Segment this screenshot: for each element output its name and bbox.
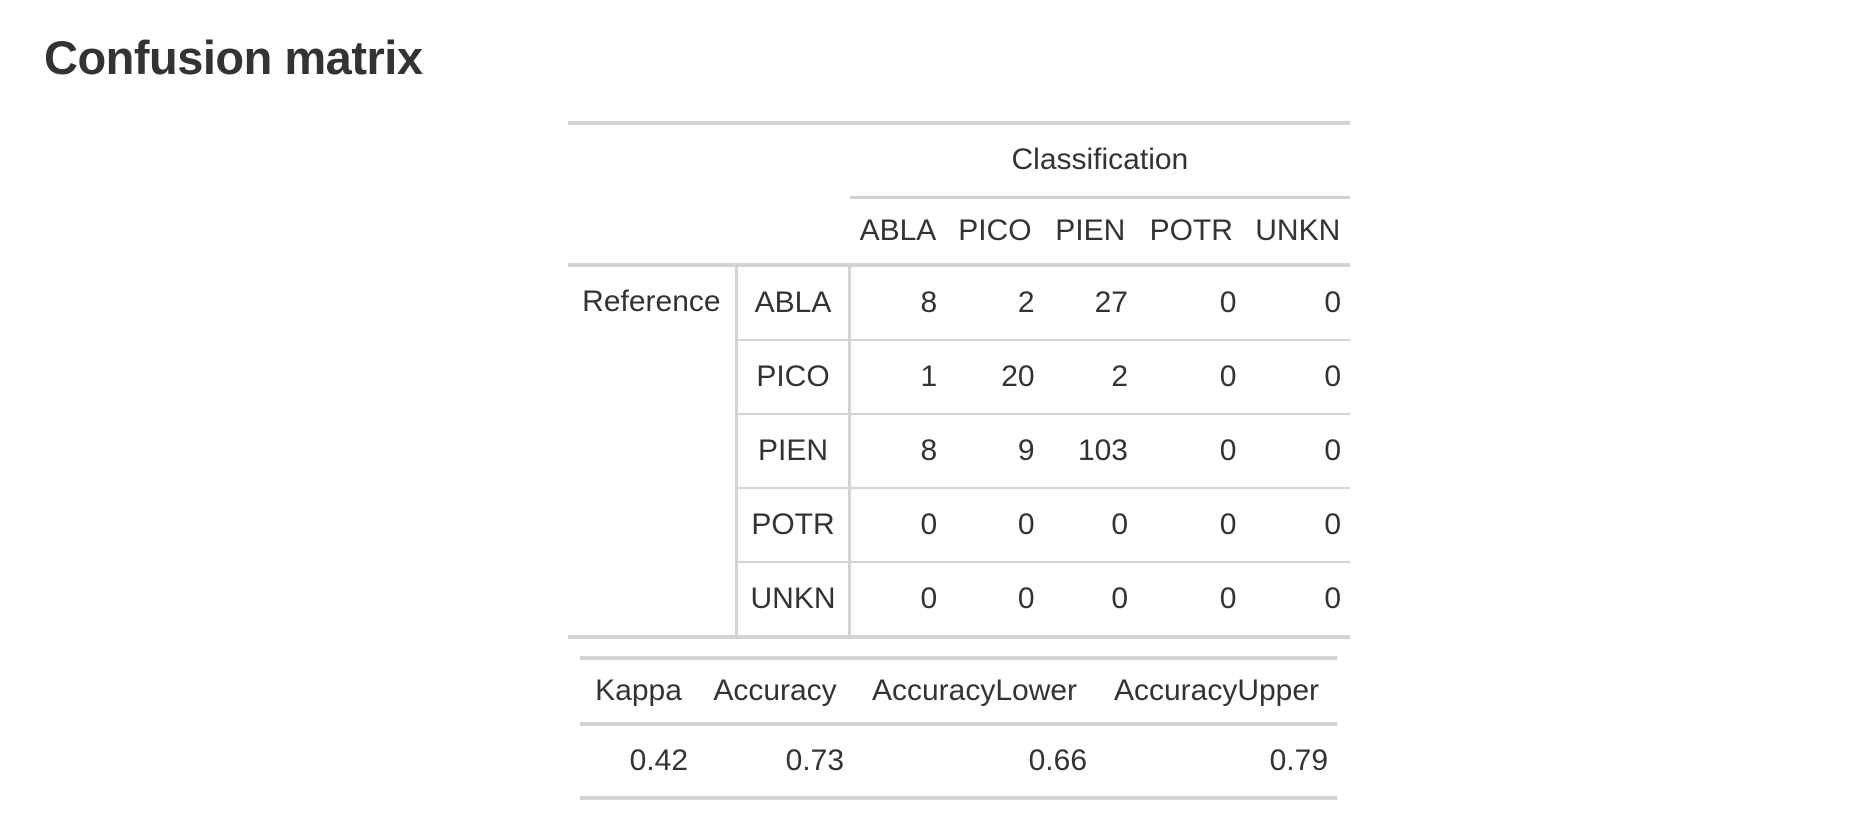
table-cell: 0 xyxy=(946,487,1044,563)
stats-header-accuracy-lower: AccuracyLower xyxy=(871,674,1078,707)
table-row: PIEN 8 9 103 0 0 xyxy=(568,413,1350,489)
stats-value-accuracy-lower: 0.66 xyxy=(1028,744,1087,777)
table-cell: 0 xyxy=(1017,581,1035,615)
table-cell: 0 xyxy=(1137,413,1246,489)
table-cell: 0 xyxy=(1137,339,1246,415)
row-label: UNKN xyxy=(736,561,852,637)
table-cell: 0 xyxy=(1111,581,1128,615)
column-header-abla: ABLA xyxy=(859,213,937,247)
table-cell: 0 xyxy=(1245,487,1350,563)
table-cell: 0 xyxy=(920,581,938,615)
stats-header-row: Kappa Accuracy AccuracyLower AccuracyUpp… xyxy=(580,658,1337,724)
table-cell: 0 xyxy=(1219,581,1237,615)
column-group-header-row: Classification xyxy=(568,123,1350,199)
table-row: Reference ABLA 8 2 27 0 0 xyxy=(568,264,1350,637)
stats-value-row: 0.42 0.73 0.66 0.79 xyxy=(580,724,1337,798)
table-cell: 8 xyxy=(849,413,947,489)
accuracy-stats-table: Kappa Accuracy AccuracyLower AccuracyUpp… xyxy=(580,656,1337,800)
row-label: PIEN xyxy=(736,413,852,489)
table-cell: 2 xyxy=(1043,339,1137,415)
table-cell: 2 xyxy=(946,264,1044,341)
table-cell: 0 xyxy=(1245,264,1350,341)
stats-header-accuracy: Accuracy xyxy=(713,674,837,707)
confusion-matrix-table: Classification ABLA PICO PIEN POTR UNKN … xyxy=(568,121,1350,639)
row-label: POTR xyxy=(736,487,852,563)
page-title: Confusion matrix xyxy=(44,31,423,84)
table-cell: 9 xyxy=(946,413,1044,489)
table-cell: 20 xyxy=(946,339,1044,415)
table-cell: 0 xyxy=(849,487,947,563)
table-row: UNKN 0 0 0 0 0 xyxy=(568,561,1350,637)
corner-cell xyxy=(568,123,850,197)
column-header-pien: PIEN xyxy=(1055,213,1126,247)
stats-header-accuracy-upper: AccuracyUpper xyxy=(1113,674,1320,707)
table-cell: 8 xyxy=(849,264,947,341)
corner-cell xyxy=(568,197,850,265)
row-label: PICO xyxy=(736,339,852,415)
stats-value-accuracy: 0.73 xyxy=(785,744,844,777)
table-cell: 0 xyxy=(1137,264,1246,341)
column-header-potr: POTR xyxy=(1149,213,1233,247)
column-header-pico: PICO xyxy=(958,213,1032,247)
column-header-unkn: UNKN xyxy=(1255,213,1341,247)
table-cell: 103 xyxy=(1043,413,1137,489)
table-cell: 0 xyxy=(1324,581,1341,615)
row-group-label: Reference xyxy=(568,264,738,637)
table-row: PICO 1 20 2 0 0 xyxy=(568,339,1350,415)
stats-value-accuracy-upper: 0.79 xyxy=(1269,744,1328,777)
stats-value-kappa: 0.42 xyxy=(629,744,688,777)
table-cell: 0 xyxy=(1245,339,1350,415)
table-cell: 0 xyxy=(1137,487,1246,563)
table-cell: 27 xyxy=(1043,264,1137,341)
column-header-row: ABLA PICO PIEN POTR UNKN xyxy=(568,197,1350,265)
table-cell: 0 xyxy=(1245,413,1350,489)
table-cell: 1 xyxy=(849,339,947,415)
row-label: ABLA xyxy=(736,264,852,341)
table-cell: 0 xyxy=(1043,487,1137,563)
table-row: POTR 0 0 0 0 0 xyxy=(568,487,1350,563)
column-group-label: Classification xyxy=(849,123,1350,199)
stats-header-kappa: Kappa xyxy=(595,674,682,707)
